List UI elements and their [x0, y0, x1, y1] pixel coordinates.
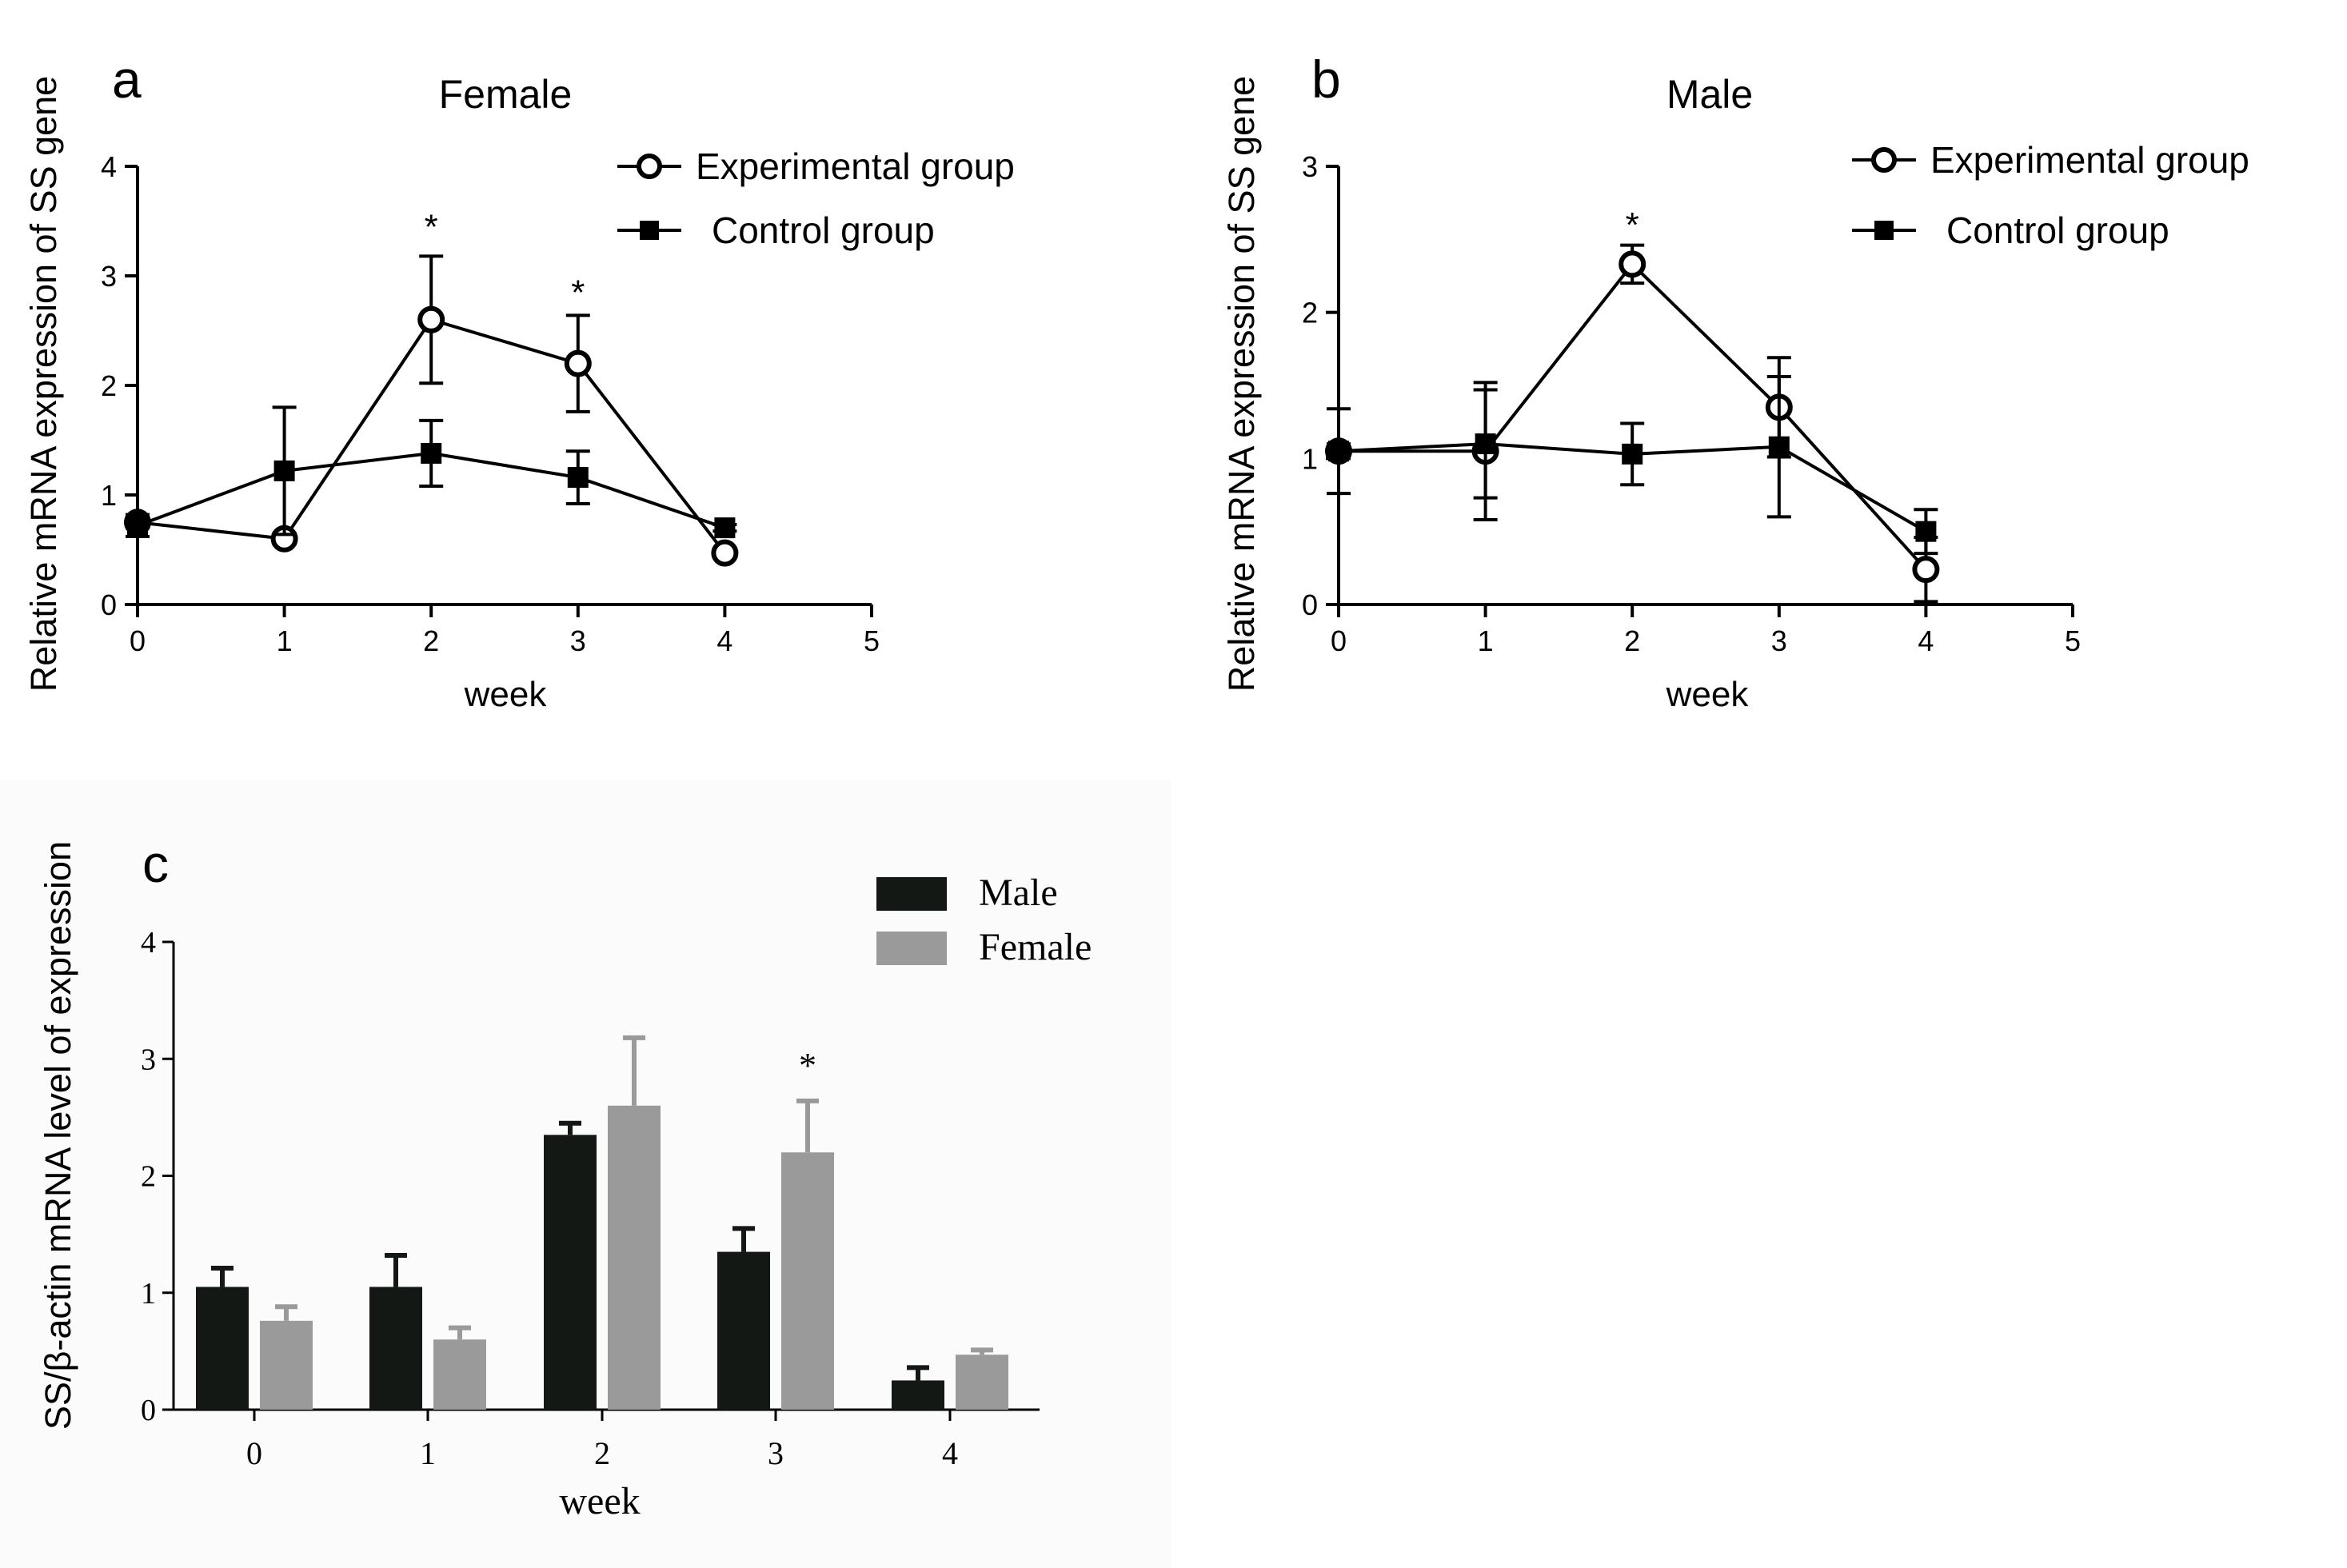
panel-b: b Male 0 1 2 3 4 5 0 1 2 3 week Relative mRNA expres…	[1221, 50, 2249, 714]
b-y-tick-label: 2	[1302, 297, 1318, 329]
b-chart-title: Male	[1666, 72, 1753, 117]
b-experimental-point	[1912, 556, 1940, 584]
c-male-bar	[196, 1287, 249, 1410]
a-y-tick-label: 4	[101, 150, 117, 183]
c-legend-swatch	[876, 877, 947, 911]
c-female-bar	[956, 1355, 1008, 1410]
c-y-tick-label: 2	[141, 1160, 156, 1194]
a-y-axis-label: Relative mRNA expression of SS gene	[23, 76, 64, 692]
c-y-tick-label: 1	[141, 1277, 156, 1311]
a-significance-marker: *	[425, 208, 438, 247]
c-legend-label: Female	[979, 926, 1092, 968]
panel-a: a Female 0 1 2 3 4 5 0 1 2 3 4 week Relative mRNA exp…	[23, 50, 1015, 714]
c-y-tick-label: 0	[141, 1394, 156, 1427]
a-x-tick-label: 5	[864, 624, 880, 657]
b-legend-label: Control group	[1946, 209, 2169, 251]
c-x-axis-label: week	[559, 1480, 640, 1522]
panel-a-letter: a	[112, 50, 142, 109]
b-control-point	[1915, 521, 1937, 542]
c-x-tick-label: 2	[594, 1435, 610, 1471]
a-x-tick-label: 2	[423, 624, 439, 657]
c-x-tick-label: 1	[420, 1435, 436, 1471]
a-y-tick-label: 3	[101, 260, 117, 293]
a-control-point	[714, 517, 736, 539]
a-control-point	[421, 442, 442, 464]
a-y-tick-label: 1	[101, 479, 117, 512]
c-significance-marker: *	[799, 1046, 816, 1085]
b-control-point	[1328, 441, 1349, 462]
b-x-tick-label: 4	[1918, 624, 1934, 657]
c-legend-label: Male	[979, 872, 1058, 914]
a-x-tick-label: 1	[277, 624, 293, 657]
b-x-tick-label: 5	[2065, 624, 2081, 657]
c-female-bar	[433, 1339, 486, 1410]
b-y-tick-label: 3	[1302, 150, 1318, 183]
panel-b-letter: b	[1311, 50, 1341, 109]
a-x-tick-label: 3	[570, 624, 586, 657]
b-y-tick-label: 0	[1302, 588, 1318, 621]
a-chart-title: Female	[439, 72, 573, 117]
c-legend-swatch	[876, 932, 947, 965]
b-control-point	[1768, 436, 1790, 457]
a-x-tick-label: 4	[716, 624, 732, 657]
b-y-axis-label: Relative mRNA expression of SS gene	[1221, 76, 1262, 692]
c-x-tick-label: 0	[246, 1435, 262, 1471]
b-x-tick-label: 1	[1478, 624, 1494, 657]
a-x-tick-label: 0	[130, 624, 146, 657]
b-y-tick-label: 1	[1302, 442, 1318, 475]
panel-c: c 0 1 2 3 4 0 1 2 3 4 week SS/β-actin mRNA level of…	[38, 834, 1092, 1522]
b-x-tick-label: 0	[1331, 624, 1347, 657]
c-male-bar	[717, 1251, 770, 1410]
a-significance-marker: *	[571, 273, 585, 313]
b-x-axis-label: week	[1666, 675, 1750, 714]
c-male-bar	[892, 1380, 944, 1410]
c-y-tick-label: 3	[141, 1043, 156, 1076]
c-female-bar	[781, 1152, 834, 1410]
a-legend-marker	[637, 154, 662, 179]
b-x-tick-label: 2	[1624, 624, 1640, 657]
a-y-tick-label: 2	[101, 369, 117, 402]
panel-c-letter: c	[142, 834, 169, 893]
c-x-tick-label: 4	[942, 1435, 958, 1471]
a-control-point	[127, 515, 148, 537]
c-female-bar	[260, 1320, 313, 1410]
a-x-axis-label: week	[464, 675, 548, 714]
c-male-bar	[369, 1287, 422, 1410]
a-control-point	[567, 467, 589, 489]
b-significance-marker: *	[1626, 205, 1639, 245]
a-y-tick-label: 0	[101, 588, 117, 621]
a-experimental-point	[711, 539, 739, 567]
b-experimental-point	[1619, 250, 1646, 278]
a-legend-label: Control group	[712, 209, 935, 251]
b-x-tick-label: 3	[1771, 624, 1787, 657]
b-control-point	[1622, 443, 1643, 465]
a-experimental-point	[417, 305, 445, 333]
c-y-tick-label: 4	[141, 926, 156, 960]
a-legend-marker	[640, 221, 659, 240]
a-control-point	[273, 460, 295, 481]
a-legend-label: Experimental group	[696, 146, 1015, 187]
b-legend-label: Experimental group	[1930, 139, 2249, 181]
c-x-tick-label: 3	[768, 1435, 784, 1471]
c-female-bar	[608, 1105, 661, 1410]
b-control-point	[1475, 433, 1496, 455]
b-legend-marker	[1871, 147, 1897, 173]
a-experimental-point	[564, 349, 592, 377]
c-y-axis-label: SS/β-actin mRNA level of expression	[38, 841, 78, 1430]
c-male-bar	[544, 1135, 597, 1410]
b-legend-marker	[1874, 221, 1894, 240]
